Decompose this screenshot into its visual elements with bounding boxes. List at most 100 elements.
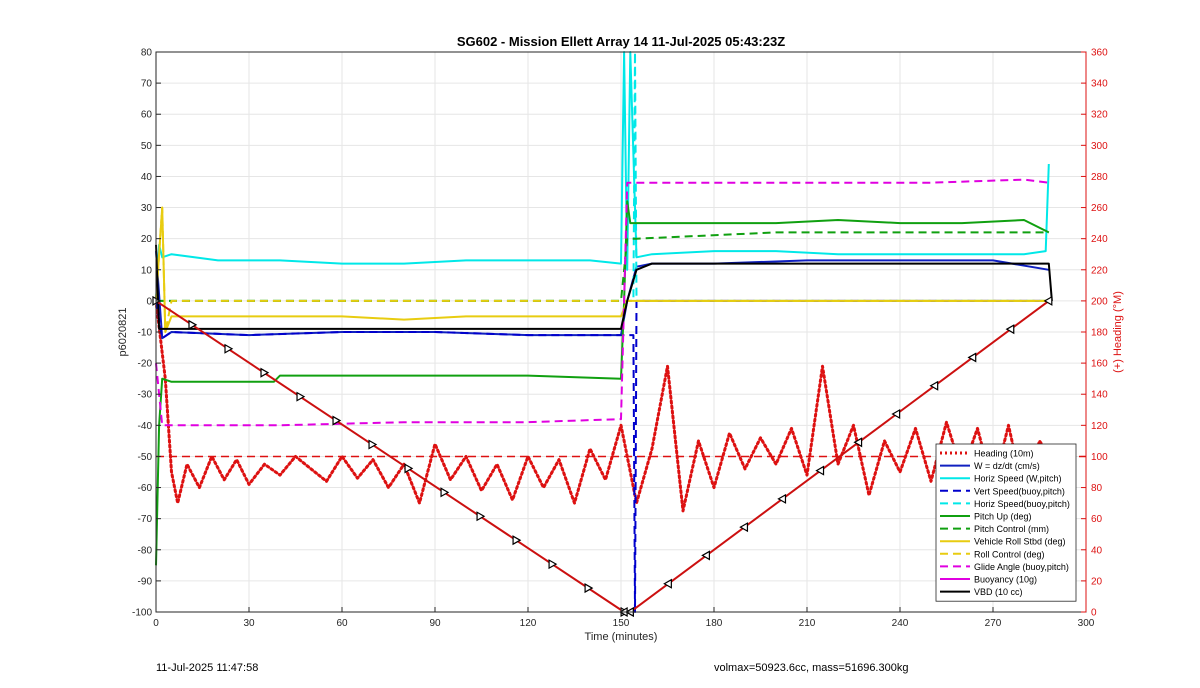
y2-tick-label: 300	[1091, 141, 1108, 152]
y-axis-label: p6020821	[117, 308, 129, 357]
depth-marker	[853, 437, 863, 448]
legend-label: W = dz/dt (cm/s)	[974, 461, 1040, 471]
y2-ticks: 0 20 40 60 80 100 120 140 160 180 200 220 240 260 280 3…	[1081, 48, 1108, 619]
y-tick-label: 40	[141, 172, 153, 183]
legend-label: Vert Speed(buoy,pitch)	[974, 486, 1065, 496]
series-line-7	[155, 206, 1049, 333]
y2-tick-label: 320	[1091, 110, 1108, 121]
y2-tick-label: 0	[1091, 608, 1097, 619]
y-ticks: -100-90-80-70-60-50-40-30-20-10010203040…	[132, 48, 161, 619]
depth-marker	[368, 439, 378, 450]
legend-label: Vehicle Roll Stbd (deg)	[974, 537, 1066, 547]
legend-label: Heading (10m)	[974, 449, 1034, 459]
y-tick-label: 10	[141, 265, 153, 276]
x-ticks: 0 30 60 90 120 150 180 210 240 270 300	[153, 607, 1095, 629]
legend-label: Roll Control (deg)	[974, 549, 1045, 559]
y2-tick-label: 280	[1091, 172, 1108, 183]
y-tick-label: -80	[138, 545, 153, 556]
legend-label: Pitch Up (deg)	[974, 512, 1032, 522]
series-line-4	[156, 51, 1049, 302]
depth-marker	[476, 511, 486, 522]
y2-tick-label: 20	[1091, 576, 1103, 587]
depth-marker	[188, 319, 198, 330]
chart-title: SG602 - Mission Ellett Array 14 11-Jul-2…	[457, 34, 785, 49]
y-tick-label: -20	[138, 359, 153, 370]
x-axis-label: Time (minutes)	[585, 631, 658, 643]
depth-marker	[663, 578, 672, 589]
y-tick-label: -50	[138, 452, 153, 463]
legend-label: VBD (10 cc)	[974, 587, 1023, 597]
y2-axis-label: (+) Heading (°M)	[1112, 291, 1124, 373]
x-tick-label: 0	[153, 618, 159, 629]
x-tick-label: 240	[892, 618, 909, 629]
y2-tick-label: 40	[1091, 545, 1103, 556]
y2-tick-label: 260	[1091, 203, 1108, 214]
legend: Heading (10m) W = dz/dt (cm/s) Horiz Speed…	[935, 443, 1077, 602]
y-tick-label: -100	[132, 608, 152, 619]
y2-tick-label: 360	[1091, 48, 1108, 59]
depth-marker	[1005, 324, 1015, 335]
depth-marker	[815, 465, 825, 476]
y2-tick-label: 100	[1091, 452, 1108, 463]
depth-marker	[701, 550, 710, 561]
x-tick-label: 60	[336, 618, 348, 629]
legend-label: Horiz Speed (W,pitch)	[974, 474, 1062, 484]
depth-marker	[404, 463, 414, 474]
x-tick-label: 180	[706, 618, 723, 629]
y2-tick-label: 140	[1091, 390, 1108, 401]
depth-marker	[512, 535, 522, 546]
y2-tick-label: 80	[1091, 483, 1103, 494]
series-group	[154, 51, 1057, 613]
y-tick-label: 50	[141, 141, 153, 152]
series-line-11	[155, 244, 1053, 330]
legend-label: Buoyancy (10g)	[974, 575, 1037, 585]
y-tick-label: 80	[141, 48, 153, 59]
y-tick-label: 60	[141, 110, 153, 121]
y2-tick-label: 240	[1091, 234, 1108, 245]
y2-tick-label: 180	[1091, 328, 1108, 339]
depth-marker	[739, 522, 749, 533]
y-tick-label: -60	[138, 483, 153, 494]
y2-tick-label: 200	[1091, 296, 1108, 307]
y-tick-label: -30	[138, 390, 153, 401]
footer-timestamp: 11-Jul-2025 11:47:58	[156, 662, 259, 674]
depth-marker	[296, 391, 306, 402]
y-tick-label: -40	[138, 421, 153, 432]
depth-marker	[440, 487, 450, 498]
legend-box	[935, 443, 1077, 602]
depth-marker	[584, 583, 594, 594]
y2-tick-label: 120	[1091, 421, 1108, 432]
y-tick-label: 70	[141, 79, 153, 90]
y2-tick-label: 220	[1091, 265, 1108, 276]
depth-marker	[332, 415, 342, 426]
series-line-0	[154, 299, 1057, 513]
footer-volmax-mass: volmax=50923.6cc, mass=51696.300kg	[714, 662, 909, 674]
x-tick-label: 120	[520, 618, 537, 629]
series-line-6	[156, 231, 1049, 302]
x-tick-label: 150	[613, 618, 630, 629]
y2-tick-label: 160	[1091, 359, 1108, 370]
y-tick-label: 0	[146, 296, 152, 307]
y-tick-label: 20	[141, 234, 153, 245]
depth-marker	[224, 343, 234, 354]
depth-marker	[929, 380, 939, 391]
y-tick-label: -90	[138, 576, 153, 587]
depth-marker	[1043, 295, 1053, 306]
y2-tick-label: 60	[1091, 514, 1103, 525]
depth-marker	[260, 367, 270, 378]
x-tick-label: 300	[1078, 618, 1095, 629]
depth-marker	[777, 493, 787, 504]
x-tick-label: 210	[799, 618, 816, 629]
x-tick-label: 270	[985, 618, 1002, 629]
legend-label: Horiz Speed(buoy,pitch)	[974, 499, 1070, 509]
legend-label: Glide Angle (buoy,pitch)	[974, 562, 1069, 572]
series-line-9	[155, 178, 1049, 427]
y-tick-label: -70	[138, 514, 153, 525]
depth-marker	[891, 408, 901, 420]
depth-marker	[967, 352, 977, 363]
y-tick-label: 30	[141, 203, 153, 214]
y-tick-label: -10	[138, 328, 153, 339]
x-tick-label: 30	[243, 618, 255, 629]
